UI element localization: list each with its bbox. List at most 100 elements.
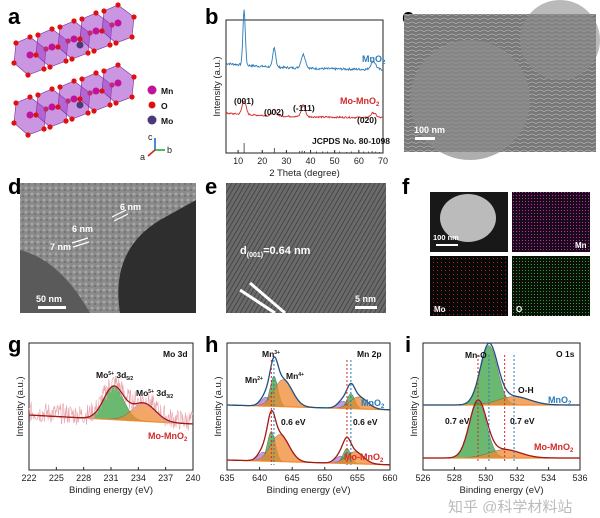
xrd-xlabel: 2 Theta (degree) (269, 168, 340, 179)
shift-i-1: 0.7 eV (445, 416, 470, 426)
o-atom (63, 118, 69, 124)
o1s-xtick-label: 532 (510, 473, 525, 483)
o-atom (41, 126, 47, 132)
mn-atom (48, 103, 56, 111)
title-i: O 1s (556, 349, 575, 359)
xrd-xtick-label: 10 (233, 156, 243, 166)
panel-label-i: i (405, 332, 411, 357)
xrd-ylabel: Intensity (a.u.) (212, 56, 223, 116)
o-atom (47, 124, 53, 130)
d-label-1: 6 nm (120, 202, 141, 212)
mo3d-xtick-label: 237 (158, 473, 173, 483)
o-atom (13, 40, 19, 46)
legend-mno2-i: MnO2 (548, 395, 572, 407)
o-atom (77, 96, 83, 102)
o-atom (79, 16, 85, 22)
o-atom (113, 100, 119, 106)
panel-label-h: h (205, 332, 218, 357)
axis-b: b (167, 145, 172, 155)
xrd-series-Mo-MnO2 (225, 100, 384, 119)
legend-mo-mno2-b: Mo-MnO2 (340, 96, 380, 108)
crystal-structure (11, 2, 137, 138)
o-atom (69, 116, 75, 122)
mn-atom (48, 43, 56, 51)
structure-legend: Mn O Mo c a b (140, 85, 173, 162)
mo3d-xtick-label: 240 (185, 473, 200, 483)
d-label-3: 7 nm (50, 242, 71, 252)
o-atom (85, 50, 91, 56)
o-atom (91, 108, 97, 114)
o-atom (71, 78, 77, 84)
panel-label-b: b (205, 4, 218, 29)
tem-image: 6 nm 6 nm 7 nm 50 nm (20, 183, 196, 313)
o-atom (69, 56, 75, 62)
xrd-xtick-label: 50 (330, 156, 340, 166)
panel-label-f: f (402, 174, 410, 199)
legend-o: O (161, 101, 168, 111)
label-mn3: Mn3+ (262, 349, 280, 359)
shift-i-2: 0.7 eV (510, 416, 535, 426)
label-mn2: Mn2+ (245, 375, 263, 385)
watermark: 知乎 @科学材料站 (448, 499, 572, 513)
o-atom (113, 40, 119, 46)
mo3d-xtick-label: 228 (76, 473, 91, 483)
shift-h-1: 0.6 eV (281, 417, 306, 427)
xrd-xtick-label: 20 (257, 156, 267, 166)
mo3d-xtick-label: 225 (49, 473, 64, 483)
mo3d-xlabel: Binding energy (eV) (69, 485, 153, 496)
mn2p-xtick-label: 645 (285, 473, 300, 483)
d-label-2: 6 nm (72, 224, 93, 234)
mn2p-xlabel: Binding energy (eV) (267, 485, 351, 496)
shift-h-2: 0.6 eV (353, 417, 378, 427)
o1s-axes-frame (422, 342, 581, 471)
o-atom (129, 94, 135, 100)
hrtem-image: d(001)=0.64 nm 5 nm (226, 183, 386, 315)
o-atom (93, 70, 99, 76)
mo3d-xtick-label: 234 (131, 473, 146, 483)
mn-atom (70, 95, 78, 103)
xrd-series-MnO2 (225, 9, 384, 72)
mo3d-ylabel: Intensity (a.u.) (15, 376, 26, 436)
mo3d-xtick-label: 231 (103, 473, 118, 483)
o1s-xtick-label: 526 (415, 473, 430, 483)
o1s-envelope-Mo-MnO2 (423, 399, 580, 459)
mn2p-axes-frame (226, 342, 391, 471)
legend-mo: Mo (161, 116, 173, 126)
o-atom (33, 52, 39, 58)
legend-mo-mno2-i: Mo-MnO2 (534, 442, 574, 454)
o-atom (79, 76, 85, 82)
peak-label-002: (002) (264, 107, 284, 117)
mn-atom (114, 79, 122, 87)
xrd-axes-frame (225, 19, 384, 154)
label-mn4: Mn4+ (286, 371, 304, 381)
peak-label-mo-32: Mo5+ 3d3/2 (136, 388, 173, 400)
o-atom (71, 18, 77, 24)
o-atom (11, 60, 17, 66)
o-atom (115, 62, 121, 68)
o-atom-icon (148, 101, 156, 109)
mo-atom (76, 101, 84, 109)
o-atom (99, 28, 105, 34)
o-atom (57, 24, 63, 30)
o-atom (13, 100, 19, 106)
axis-c: c (148, 132, 153, 142)
o-atom (93, 10, 99, 16)
mn2p-xtick-label: 660 (382, 473, 397, 483)
map-label-o: O (516, 305, 522, 314)
title-h: Mn 2p (357, 349, 382, 359)
o-atom (35, 32, 41, 38)
peak-label-mo-52: Mo5+ 3d5/2 (96, 370, 133, 382)
mn2p-xtick-label: 635 (219, 473, 234, 483)
eds-maps: 100 nm Mn Mo O (430, 192, 590, 316)
mn-atom (26, 111, 34, 119)
o-atom (91, 48, 97, 54)
o1s-xtick-label: 536 (572, 473, 587, 483)
o1s-envelope-MnO2 (423, 342, 580, 406)
mo-atom (76, 41, 84, 49)
scale-bar-c: 100 nm (414, 125, 445, 135)
o-atom (35, 92, 41, 98)
o1s-xtick-label: 530 (478, 473, 493, 483)
o-atom (49, 86, 55, 92)
o-atom (77, 36, 83, 42)
